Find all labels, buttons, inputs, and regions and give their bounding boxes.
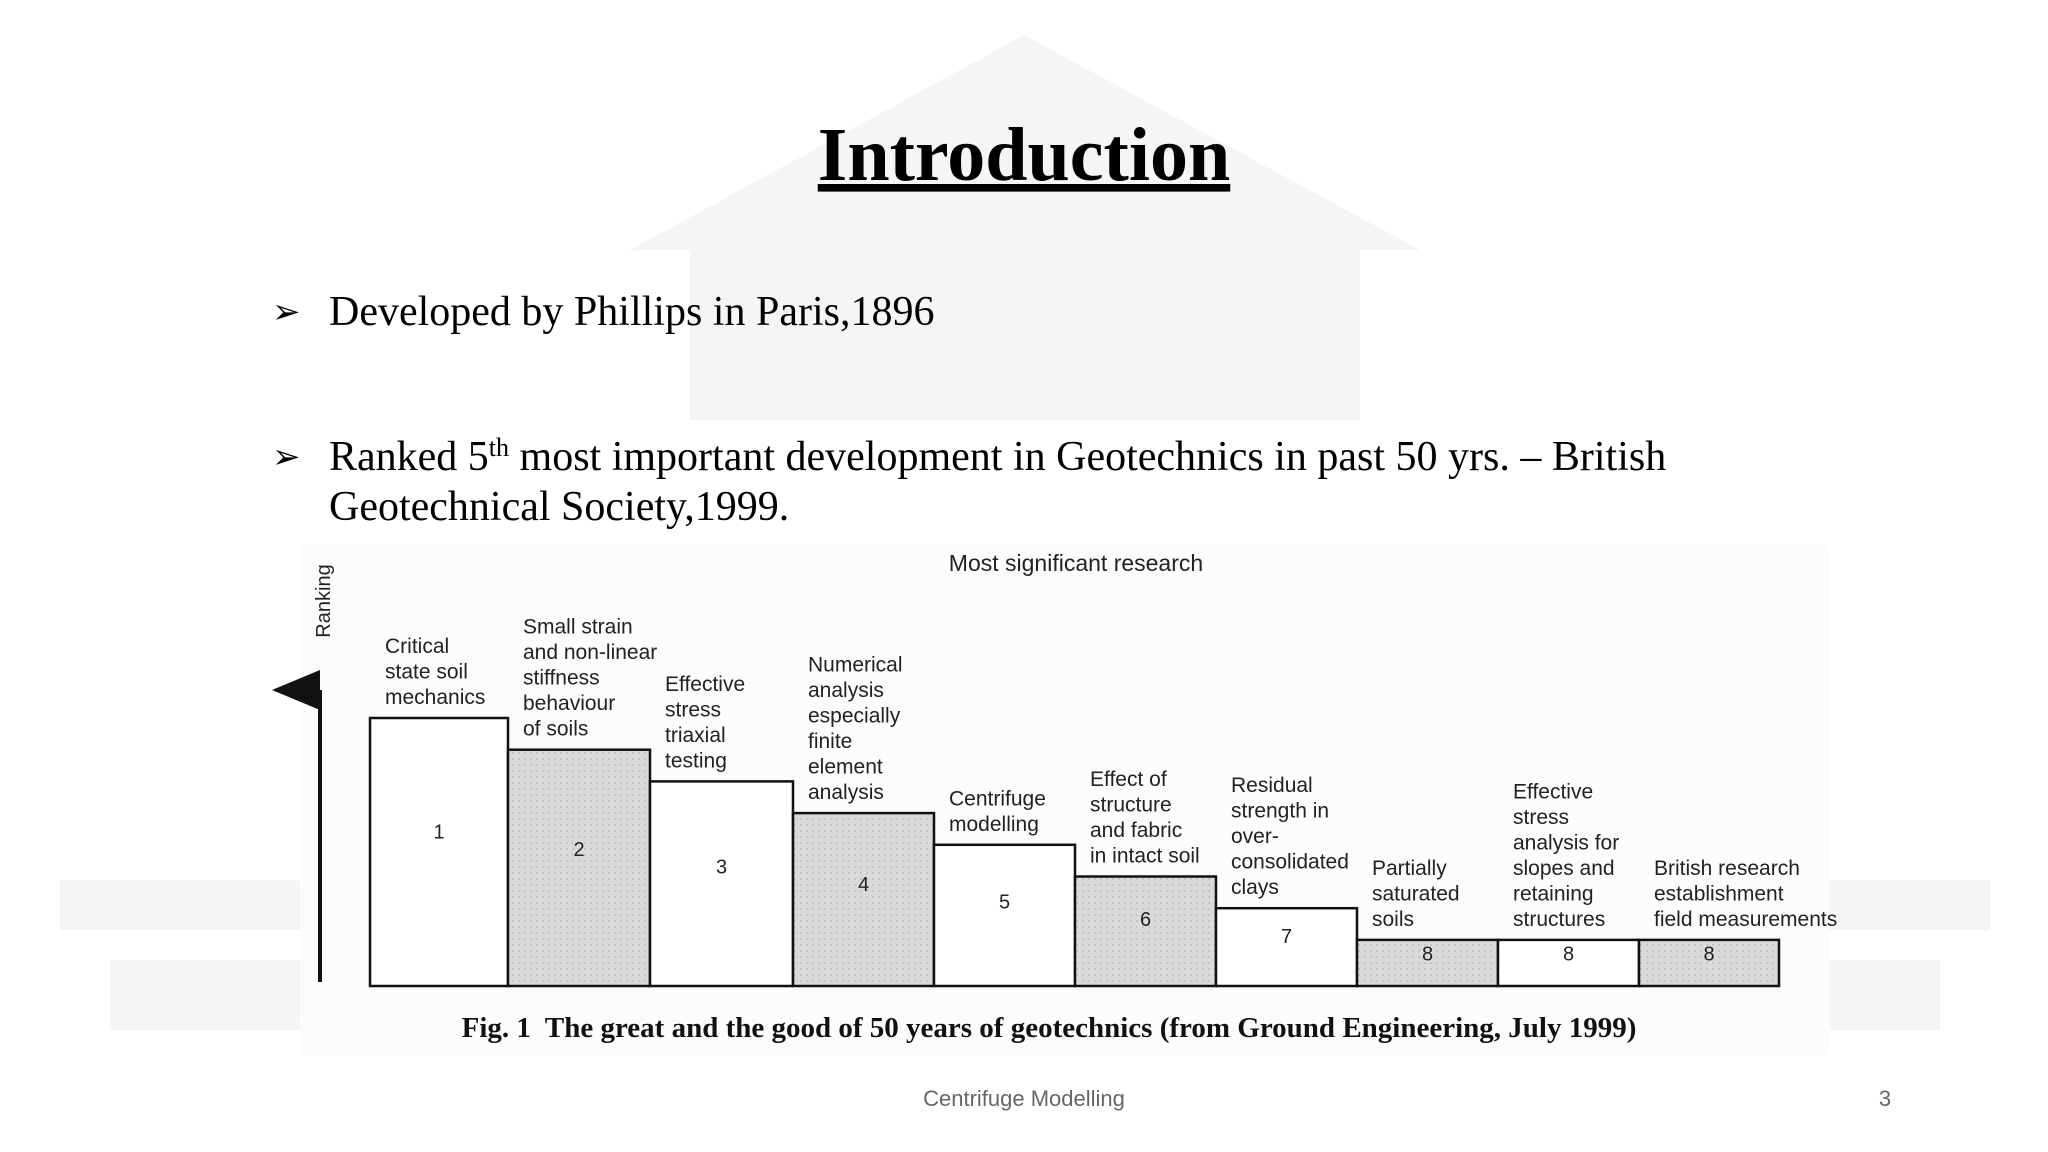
bar-label: Partially [1372,857,1447,880]
bar-label: and non-linear [523,641,657,664]
bar-label: Critical [385,635,449,658]
page-number: 3 [1879,1086,1891,1111]
bar-label: triaxial [665,724,726,747]
footer: Centrifuge Modelling [923,1086,1125,1111]
bar-label: Effective [665,673,745,696]
bar [1214,906,1359,988]
bar-rank: 5 [999,891,1010,913]
bullet-part: Ranked 5 [329,434,489,480]
bar-label: analysis [808,679,884,702]
bar-label: Effect of [1090,768,1167,791]
bar-label: modelling [949,813,1039,836]
bar-label: structures [1513,908,1605,931]
bar-label: finite [808,730,852,753]
bar-label: stiffness [523,667,600,690]
bullet-text: Developed by Phillips in Paris,1896 [329,289,934,335]
bar-label: retaining [1513,882,1594,905]
bar-label: and fabric [1090,819,1182,842]
bar-label: strength in [1231,800,1329,823]
bar-label: Effective [1513,780,1593,803]
bar [1637,938,1781,988]
slide-title: Introduction [818,113,1230,197]
bar-label: stress [665,698,721,721]
bar-label: soils [1372,908,1414,931]
bar-rank: 6 [1140,909,1151,931]
bar-label: Centrifuge [949,787,1046,810]
bar-label: clays [1231,876,1279,899]
bullet-text: Ranked 5th most important development in… [329,433,1666,480]
bar-rank: 4 [858,874,869,896]
bar [1355,938,1500,988]
bar-label: structure [1090,794,1172,817]
bar-label: over- [1231,825,1279,848]
bar-label: behaviour [523,692,615,715]
figure-title: Most significant research [949,550,1203,576]
bar-label: state soil [385,661,468,684]
bar-label: field measurements [1654,908,1837,931]
bar [1073,875,1218,988]
bar-label: saturated [1372,882,1460,905]
bar-label: British research [1654,857,1800,880]
bullet-text: Geotechnical Society,1999. [329,484,789,530]
bar-label: in intact soil [1090,845,1200,868]
figure: Most significant research Ranking 1 Criti… [272,545,1837,1055]
bar [791,811,936,988]
bar-rank: 8 [1703,944,1714,966]
bar-rank: 2 [573,839,584,861]
bar-label: stress [1513,806,1569,829]
bar-label: element [808,756,883,779]
bullet-marker: ➢ [272,294,301,331]
bar-label: analysis [808,781,884,804]
figure-caption: Fig. 1 The great and the good of 50 year… [462,1012,1637,1044]
bar-label: testing [665,749,727,772]
axis-label: Ranking [313,564,335,637]
bar [368,716,510,988]
bar [506,748,652,988]
bullet-sup: th [489,433,509,462]
bar-label: consolidated [1231,851,1349,874]
bar-label: of soils [523,718,588,741]
bar-rank: 1 [433,822,444,844]
bar-label: analysis for [1513,831,1619,854]
bar-rank: 8 [1422,944,1433,966]
bar-label: especially [808,705,901,728]
bar-rank: 8 [1563,944,1574,966]
bar-rank: 7 [1281,926,1292,948]
bar-label: Numerical [808,654,903,677]
bar [932,843,1077,988]
bar-rank: 3 [716,856,727,878]
bar-label: mechanics [385,686,485,709]
bar-label: Residual [1231,774,1313,797]
bar-label: establishment [1654,882,1784,905]
bar-label: slopes and [1513,857,1615,880]
bullet-part: most important development in Geotechnic… [509,434,1666,480]
bar [648,780,795,988]
bar-label: Small strain [523,616,633,639]
bullet-marker: ➢ [272,439,301,476]
